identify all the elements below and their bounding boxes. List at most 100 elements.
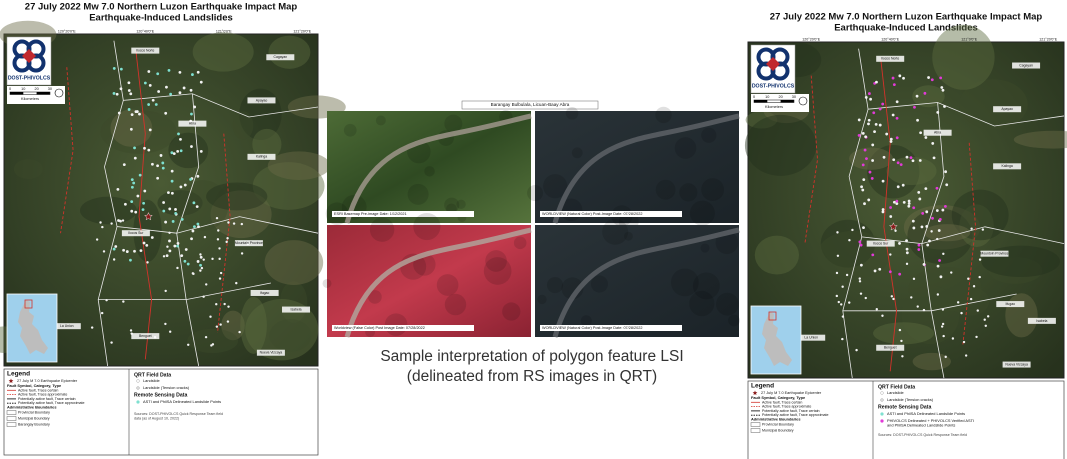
canopy	[728, 315, 740, 327]
landslide-point	[160, 154, 163, 157]
landslide-point	[192, 272, 194, 274]
landslide-point	[176, 150, 179, 153]
landslide-point	[925, 210, 928, 213]
scale-label: 0	[753, 95, 755, 99]
scale-bar-fill	[10, 92, 23, 95]
landslide-point	[156, 177, 159, 180]
landslide-point	[889, 215, 892, 218]
landslide-point	[241, 223, 243, 225]
terrain	[817, 231, 889, 279]
landslide-point	[130, 329, 132, 331]
canopy	[456, 200, 465, 209]
landslide-point	[878, 268, 881, 271]
landslide-point	[168, 69, 171, 72]
landslide-point	[896, 100, 899, 103]
landslide-point	[869, 171, 872, 174]
landslide-point	[917, 248, 920, 251]
place-label: Kalinga	[256, 155, 267, 159]
landslide-point	[152, 99, 155, 102]
landslide-point	[140, 249, 143, 252]
landslide-point	[891, 295, 893, 297]
landslide-point	[164, 323, 166, 325]
landslide-point	[235, 282, 237, 284]
landslide-point	[157, 90, 160, 93]
map-title: 27 July 2022 Mw 7.0 Northern Luzon Earth…	[770, 12, 1043, 23]
landslide-point	[938, 259, 941, 262]
canopy	[408, 184, 429, 205]
landslide-point	[876, 308, 878, 310]
landslide-point	[187, 344, 189, 346]
landslide-point	[892, 298, 894, 300]
landslide-point	[889, 253, 891, 255]
landslide-point	[216, 325, 218, 327]
terrain	[80, 197, 137, 225]
place-label: Mountain Province	[980, 252, 1008, 256]
landslide-point	[936, 111, 939, 114]
landslide-point	[171, 180, 174, 183]
landslide-point	[136, 195, 139, 198]
landslide-point	[227, 221, 229, 223]
landslide-point	[210, 344, 212, 346]
landslide-point	[985, 325, 987, 327]
grid-label: 121°0'0"E	[961, 37, 977, 41]
terrain	[913, 353, 951, 370]
landslide-point	[928, 240, 931, 243]
landslide-point	[917, 191, 920, 194]
scale-bar-fill	[754, 100, 767, 103]
place-label: Nueva Vizcaya	[260, 351, 283, 355]
landslide-point	[970, 298, 972, 300]
legend-point	[880, 419, 883, 422]
canopy	[690, 201, 715, 226]
landslide-point	[860, 244, 863, 247]
legend-item: Barangay Boundary	[18, 422, 50, 426]
landslide-point	[975, 336, 977, 338]
landslide-point	[882, 208, 885, 211]
landslide-point	[910, 296, 912, 298]
landslide-point	[875, 123, 878, 126]
landslide-point	[906, 263, 908, 265]
canopy	[602, 219, 628, 245]
terrain	[981, 246, 1060, 277]
landslide-point	[156, 164, 159, 167]
landslide-point	[162, 210, 165, 213]
landslide-point	[233, 222, 235, 224]
canopy	[572, 147, 583, 158]
landslide-point	[933, 156, 936, 159]
landslide-point	[873, 130, 876, 133]
canopy	[413, 213, 440, 240]
canopy	[655, 107, 671, 123]
landslide-point	[882, 180, 885, 183]
landslide-point	[868, 119, 871, 122]
landslide-point	[130, 128, 133, 131]
landslide-point	[912, 220, 915, 223]
landslide-point	[865, 297, 867, 299]
landslide-point	[180, 149, 183, 152]
landslide-point	[130, 200, 133, 203]
landslide-point	[900, 340, 902, 342]
landslide-point	[185, 248, 188, 251]
landslide-point	[122, 219, 124, 221]
landslide-point	[912, 159, 915, 162]
landslide-point	[867, 123, 870, 126]
landslide-point	[838, 301, 840, 303]
landslide-point	[913, 278, 915, 280]
landslide-point	[179, 138, 182, 141]
scale-bar-fill	[781, 100, 794, 103]
landslide-point	[945, 183, 948, 186]
landslide-point	[127, 81, 130, 84]
landslide-point	[166, 254, 169, 257]
landslide-point	[193, 225, 196, 228]
landslide-point	[205, 336, 207, 338]
canopy	[547, 277, 563, 293]
landslide-point	[171, 192, 174, 195]
landslide-point	[180, 254, 183, 257]
place-label: Cagayan	[1019, 63, 1033, 67]
landslide-point	[907, 205, 910, 208]
landslide-point	[164, 112, 167, 115]
landslide-point	[889, 270, 892, 273]
legend-heading: Remote Sensing Data	[134, 392, 187, 398]
landslide-point	[896, 136, 899, 139]
landslide-point	[918, 244, 921, 247]
landslide-point	[881, 315, 883, 317]
canopy	[376, 115, 386, 125]
